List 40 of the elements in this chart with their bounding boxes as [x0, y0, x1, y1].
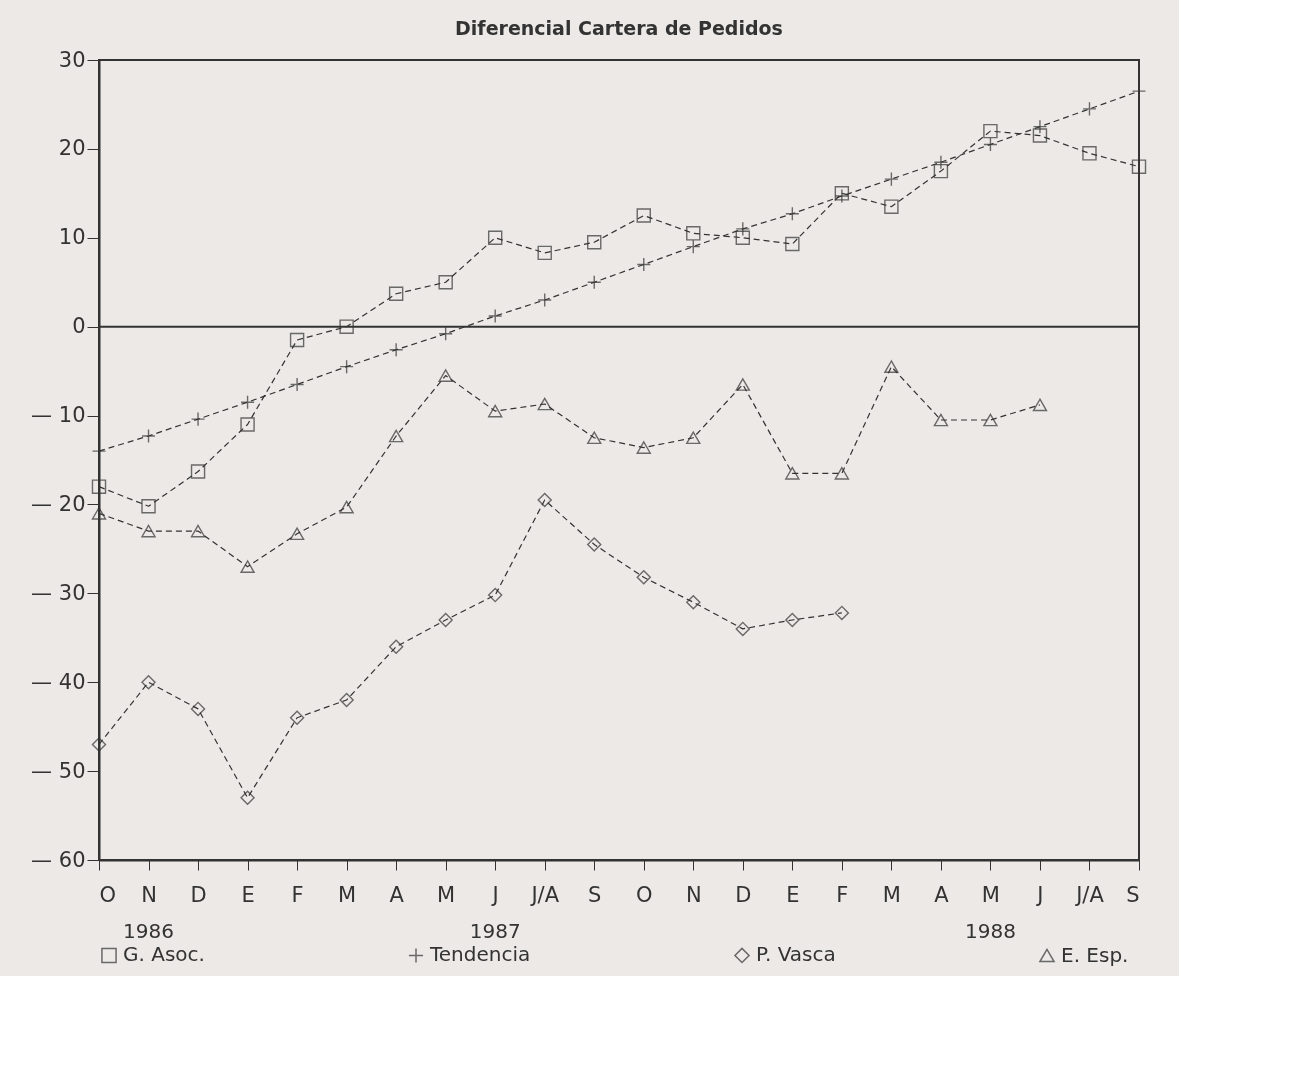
text: 1987	[469, 919, 521, 943]
x-tick-label: D	[190, 882, 207, 907]
x-tick-label: S	[588, 882, 602, 907]
x-tick-label: M	[437, 882, 456, 907]
x-tick-label: J/A	[1074, 882, 1105, 907]
x-tick-label: D	[735, 882, 752, 907]
y-tick-label: 10	[58, 225, 86, 250]
x-tick-label: M	[338, 882, 357, 907]
text: 1988	[964, 919, 1016, 943]
x-tick-label: O	[99, 882, 117, 907]
y-tick-label: 30	[58, 47, 86, 72]
x-tick-label: A	[934, 882, 950, 907]
x-tick-label: N	[141, 882, 157, 907]
x-tick-label: O	[636, 882, 653, 907]
y-tick-label: 0	[72, 314, 86, 339]
y-tick-label: — 10	[31, 403, 86, 428]
x-tick-label: M	[882, 882, 901, 907]
x-tick-label: F	[291, 882, 304, 907]
legend-label: Tendencia	[429, 942, 531, 967]
x-tick-label: M	[981, 882, 1000, 907]
x-tick-label: F	[836, 882, 849, 907]
x-tick-label: S	[1126, 882, 1140, 907]
legend-label: G. Asoc.	[123, 942, 205, 967]
y-tick-label: — 60	[31, 847, 86, 872]
y-tick-label: 20	[58, 136, 86, 161]
x-tick-label: J	[490, 882, 499, 907]
text: 1986	[123, 919, 174, 943]
x-tick-label: N	[685, 882, 702, 907]
legend-label: P. Vasca	[756, 942, 836, 967]
y-tick-label: — 40	[31, 669, 86, 694]
x-tick-label: E	[786, 882, 800, 907]
y-tick-label: — 30	[31, 580, 86, 605]
x-tick-label: J	[1035, 882, 1044, 907]
x-tick-label: E	[241, 882, 255, 907]
legend-label: E. Esp.	[1061, 942, 1129, 967]
y-tick-label: — 50	[31, 758, 86, 783]
x-tick-label: A	[389, 882, 405, 907]
chart-title: Diferencial Cartera de Pedidos	[455, 17, 783, 39]
x-tick-label: J/A	[529, 882, 560, 907]
y-tick-label: — 20	[31, 491, 86, 516]
